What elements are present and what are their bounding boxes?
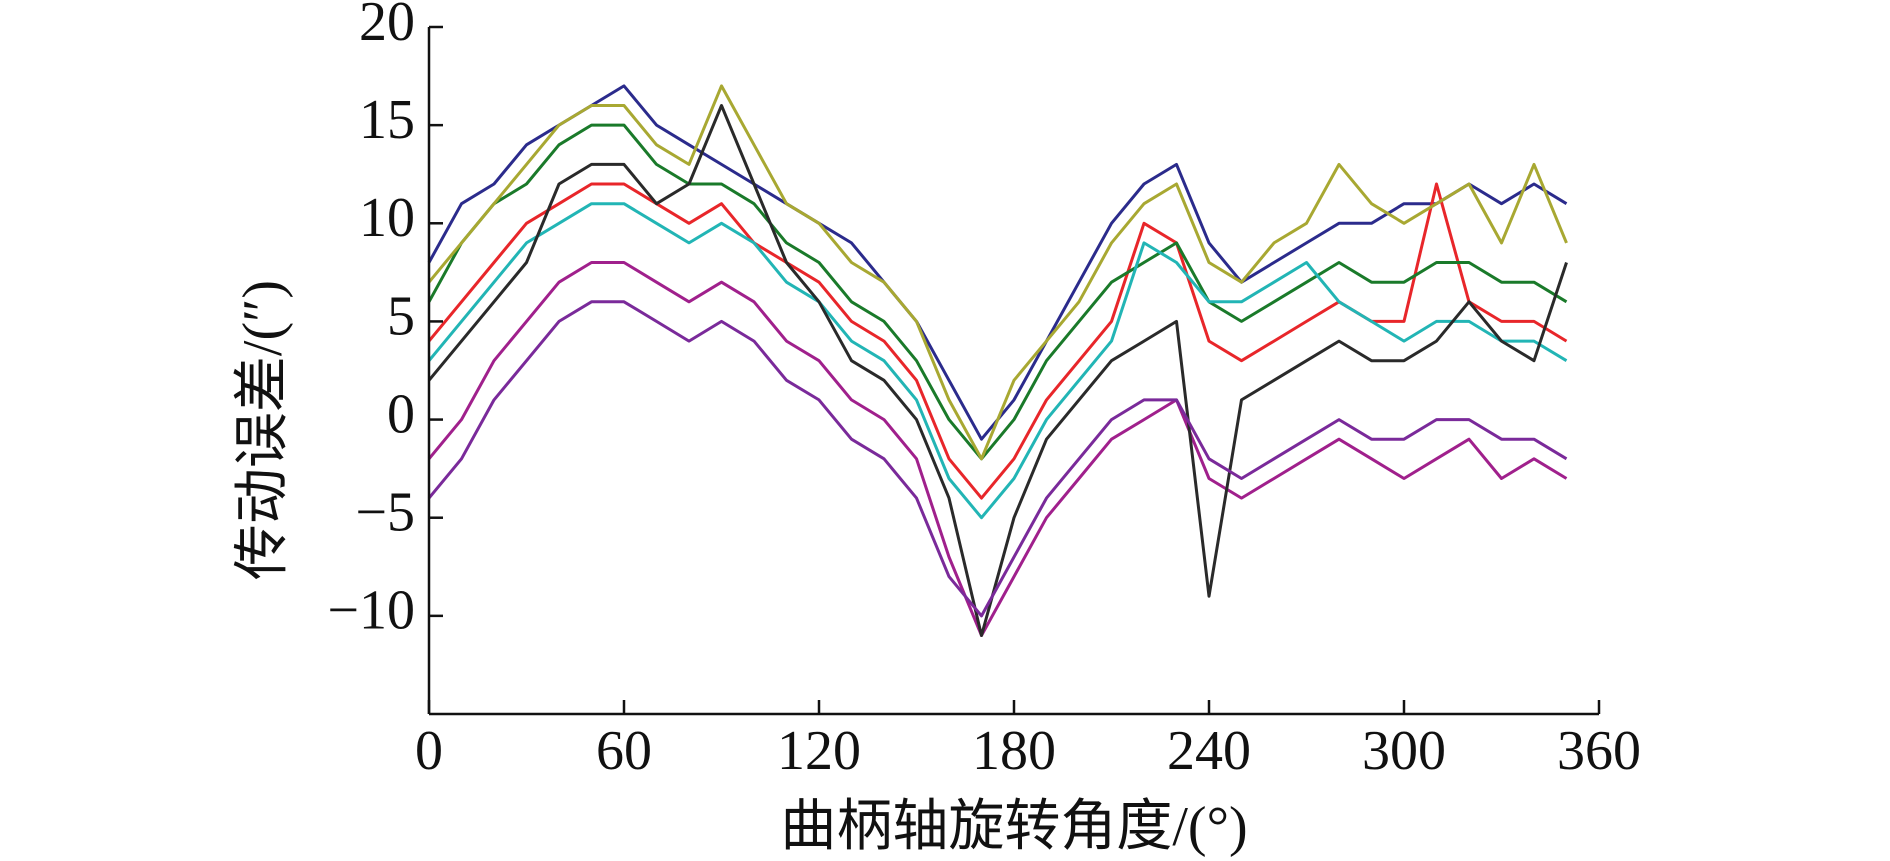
data-line xyxy=(427,182,1568,500)
y-tick-label: −5 xyxy=(355,482,415,544)
x-tick-label: 240 xyxy=(1167,720,1251,782)
x-axis-label: 曲柄轴旋转角度/(°) xyxy=(780,796,1247,858)
x-tick-label: 60 xyxy=(596,720,652,782)
y-tick-label: 10 xyxy=(359,187,415,249)
x-tick-label: 360 xyxy=(1557,720,1641,782)
data-line xyxy=(427,202,1568,520)
y-tick-label: 5 xyxy=(387,285,415,347)
y-tick-label: 20 xyxy=(359,0,415,53)
y-axis-label: 传动误差/(″) xyxy=(232,280,294,580)
x-tick-label: 300 xyxy=(1362,720,1446,782)
y-tick-label: 15 xyxy=(359,89,415,151)
data-line xyxy=(427,261,1568,637)
y-tick-label: −10 xyxy=(327,580,415,642)
data-line xyxy=(427,104,1568,637)
y-tick-label: 0 xyxy=(387,383,415,445)
data-line xyxy=(427,123,1568,461)
x-tick-label: 0 xyxy=(415,720,443,782)
data-line xyxy=(427,300,1568,618)
x-tick-label: 180 xyxy=(972,720,1056,782)
data-line xyxy=(427,84,1568,461)
x-tick-label: 120 xyxy=(777,720,861,782)
